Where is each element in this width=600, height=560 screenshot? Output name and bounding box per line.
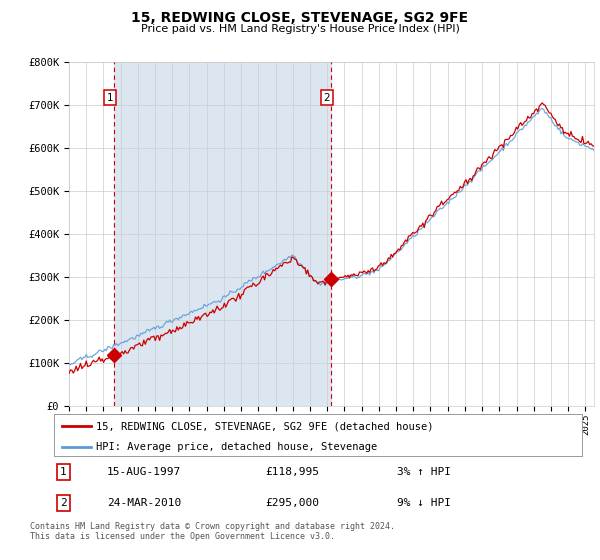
- Text: 9% ↓ HPI: 9% ↓ HPI: [397, 498, 451, 508]
- Text: HPI: Average price, detached house, Stevenage: HPI: Average price, detached house, Stev…: [96, 442, 377, 452]
- Text: £118,995: £118,995: [265, 467, 319, 477]
- Text: 2: 2: [60, 498, 67, 508]
- Text: Price paid vs. HM Land Registry's House Price Index (HPI): Price paid vs. HM Land Registry's House …: [140, 24, 460, 34]
- Text: 15-AUG-1997: 15-AUG-1997: [107, 467, 181, 477]
- Bar: [114, 62, 331, 406]
- Text: 2: 2: [323, 93, 330, 103]
- Text: 15, REDWING CLOSE, STEVENAGE, SG2 9FE: 15, REDWING CLOSE, STEVENAGE, SG2 9FE: [131, 11, 469, 25]
- Text: 1: 1: [60, 467, 67, 477]
- Text: 24-MAR-2010: 24-MAR-2010: [107, 498, 181, 508]
- Text: 1: 1: [106, 93, 113, 103]
- Text: 3% ↑ HPI: 3% ↑ HPI: [397, 467, 451, 477]
- Text: 15, REDWING CLOSE, STEVENAGE, SG2 9FE (detached house): 15, REDWING CLOSE, STEVENAGE, SG2 9FE (d…: [96, 421, 434, 431]
- Text: Contains HM Land Registry data © Crown copyright and database right 2024.
This d: Contains HM Land Registry data © Crown c…: [30, 522, 395, 542]
- Text: £295,000: £295,000: [265, 498, 319, 508]
